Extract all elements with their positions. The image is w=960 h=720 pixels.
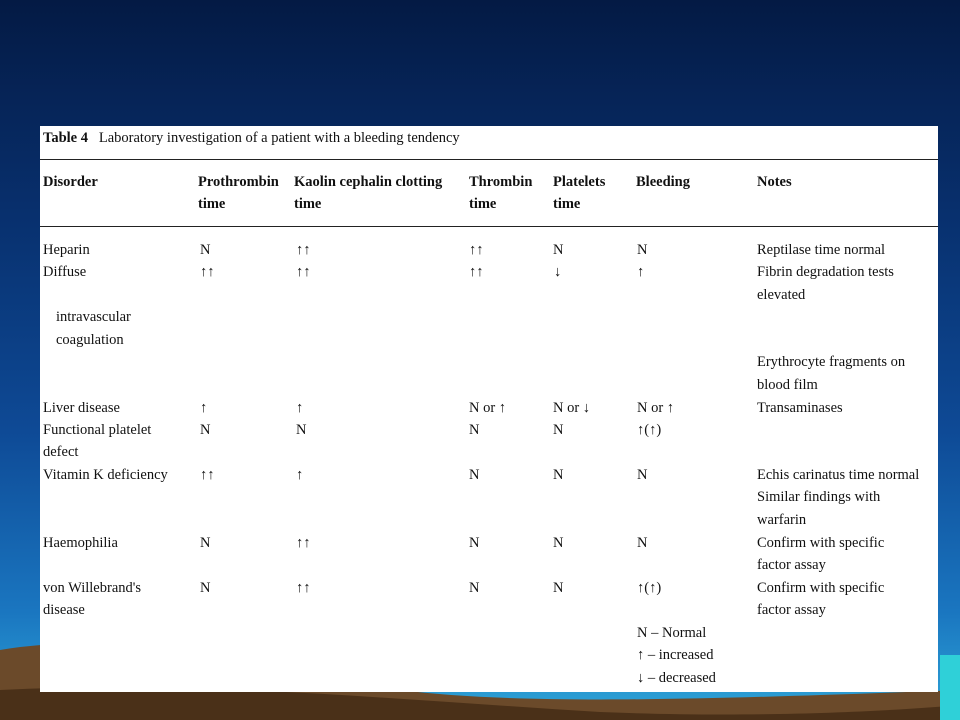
row-platelet-defect-prothrombin: N (200, 422, 211, 438)
header-thrombin-2: time (469, 196, 497, 212)
row-dic-note-1: Fibrin degradation tests (757, 264, 894, 280)
row-vitk-note-2: Similar findings with (757, 489, 881, 505)
legend-increased: ↑ – increased (637, 647, 714, 663)
row-vwd-note-2: factor assay (757, 602, 826, 618)
row-dic-disorder-2: intravascular (56, 309, 131, 325)
legend-decreased: ↓ – decreased (637, 670, 716, 686)
row-liver-platelets: N or ↓ (553, 400, 591, 416)
row-platelet-defect-disorder-2: defect (43, 444, 79, 460)
row-haemophilia-bleeding: N (637, 535, 648, 551)
row-heparin-prothrombin: N (200, 242, 211, 258)
row-vwd-disorder-1: von Willebrand's (43, 580, 142, 596)
row-haemophilia-kaolin: ↑↑ (296, 535, 311, 551)
row-platelet-defect-platelets: N (553, 422, 564, 438)
row-heparin-note-1: Reptilase time normal (757, 242, 886, 258)
row-heparin-platelets: N (553, 242, 564, 258)
row-dic-disorder-1: Diffuse (43, 264, 87, 280)
row-liver-thrombin: N or ↑ (469, 400, 507, 416)
row-vitk-prothrombin: ↑↑ (200, 467, 215, 483)
header-rule (40, 226, 938, 227)
legend-normal: N – Normal (637, 625, 707, 641)
row-heparin-thrombin: ↑↑ (469, 242, 484, 258)
row-vitk-note-1: Echis carinatus time normal (757, 467, 920, 483)
row-heparin-bleeding: N (637, 242, 648, 258)
header-bleeding: Bleeding (636, 174, 690, 190)
row-vwd-note-1: Confirm with specific (757, 580, 885, 596)
row-dic-prothrombin: ↑↑ (200, 264, 215, 280)
header-kaolin-2: time (294, 196, 322, 212)
header-prothrombin-1: Prothrombin (198, 174, 279, 190)
row-haemophilia-thrombin: N (469, 535, 480, 551)
row-haemophilia-note-1: Confirm with specific (757, 535, 885, 551)
header-prothrombin-2: time (198, 196, 226, 212)
row-vwd-bleeding: ↑(↑) (637, 580, 662, 596)
row-platelet-defect-kaolin: N (296, 422, 307, 438)
header-disorder: Disorder (43, 174, 98, 190)
row-heparin-disorder: Heparin (43, 242, 90, 258)
row-dic-note-2: elevated (757, 287, 806, 303)
lab-investigation-table: Table 4 Laboratory investigation of a pa… (40, 126, 938, 692)
row-vitk-kaolin: ↑ (296, 467, 304, 483)
row-dic-bleeding: ↑ (637, 264, 645, 280)
row-platelet-defect-disorder-1: Functional platelet (43, 422, 152, 438)
row-vitk-note-3: warfarin (757, 512, 807, 528)
row-haemophilia-prothrombin: N (200, 535, 211, 551)
row-liver-bleeding: N or ↑ (637, 400, 675, 416)
row-vwd-prothrombin: N (200, 580, 211, 596)
row-heparin-kaolin: ↑↑ (296, 242, 311, 258)
row-haemophilia-note-2: factor assay (757, 557, 826, 573)
row-dic-kaolin: ↑↑ (296, 264, 311, 280)
row-vitk-bleeding: N (637, 467, 648, 483)
row-vwd-thrombin: N (469, 580, 480, 596)
table-caption-text: Laboratory investigation of a patient wi… (98, 130, 460, 146)
row-liver-kaolin: ↑ (296, 400, 304, 416)
row-dic-thrombin: ↑↑ (469, 264, 484, 280)
row-vwd-platelets: N (553, 580, 564, 596)
row-dic-platelets: ↓ (554, 264, 562, 280)
row-dic-note-4: blood film (757, 377, 818, 393)
header-notes: Notes (757, 174, 792, 190)
row-vitk-thrombin: N (469, 467, 480, 483)
caption-rule (40, 159, 938, 160)
row-dic-note-3: Erythrocyte fragments on (757, 354, 906, 370)
header-platelets-2: time (553, 196, 581, 212)
table-caption-label: Table 4 (43, 130, 88, 146)
row-vwd-disorder-2: disease (43, 602, 85, 618)
row-platelet-defect-thrombin: N (469, 422, 480, 438)
row-haemophilia-disorder: Haemophilia (43, 535, 118, 551)
header-thrombin-1: Thrombin (469, 174, 533, 190)
header-platelets-1: Platelets (553, 174, 606, 190)
row-liver-disorder: Liver disease (43, 400, 120, 416)
row-haemophilia-platelets: N (553, 535, 564, 551)
row-liver-note-1: Transaminases (757, 400, 843, 416)
row-liver-prothrombin: ↑ (200, 400, 208, 416)
row-platelet-defect-bleeding: ↑(↑) (637, 422, 662, 438)
row-vwd-kaolin: ↑↑ (296, 580, 311, 596)
row-dic-disorder-3: coagulation (56, 332, 124, 348)
row-vitk-platelets: N (553, 467, 564, 483)
row-vitk-disorder: Vitamin K deficiency (43, 467, 168, 483)
header-kaolin-1: Kaolin cephalin clotting (294, 174, 443, 190)
